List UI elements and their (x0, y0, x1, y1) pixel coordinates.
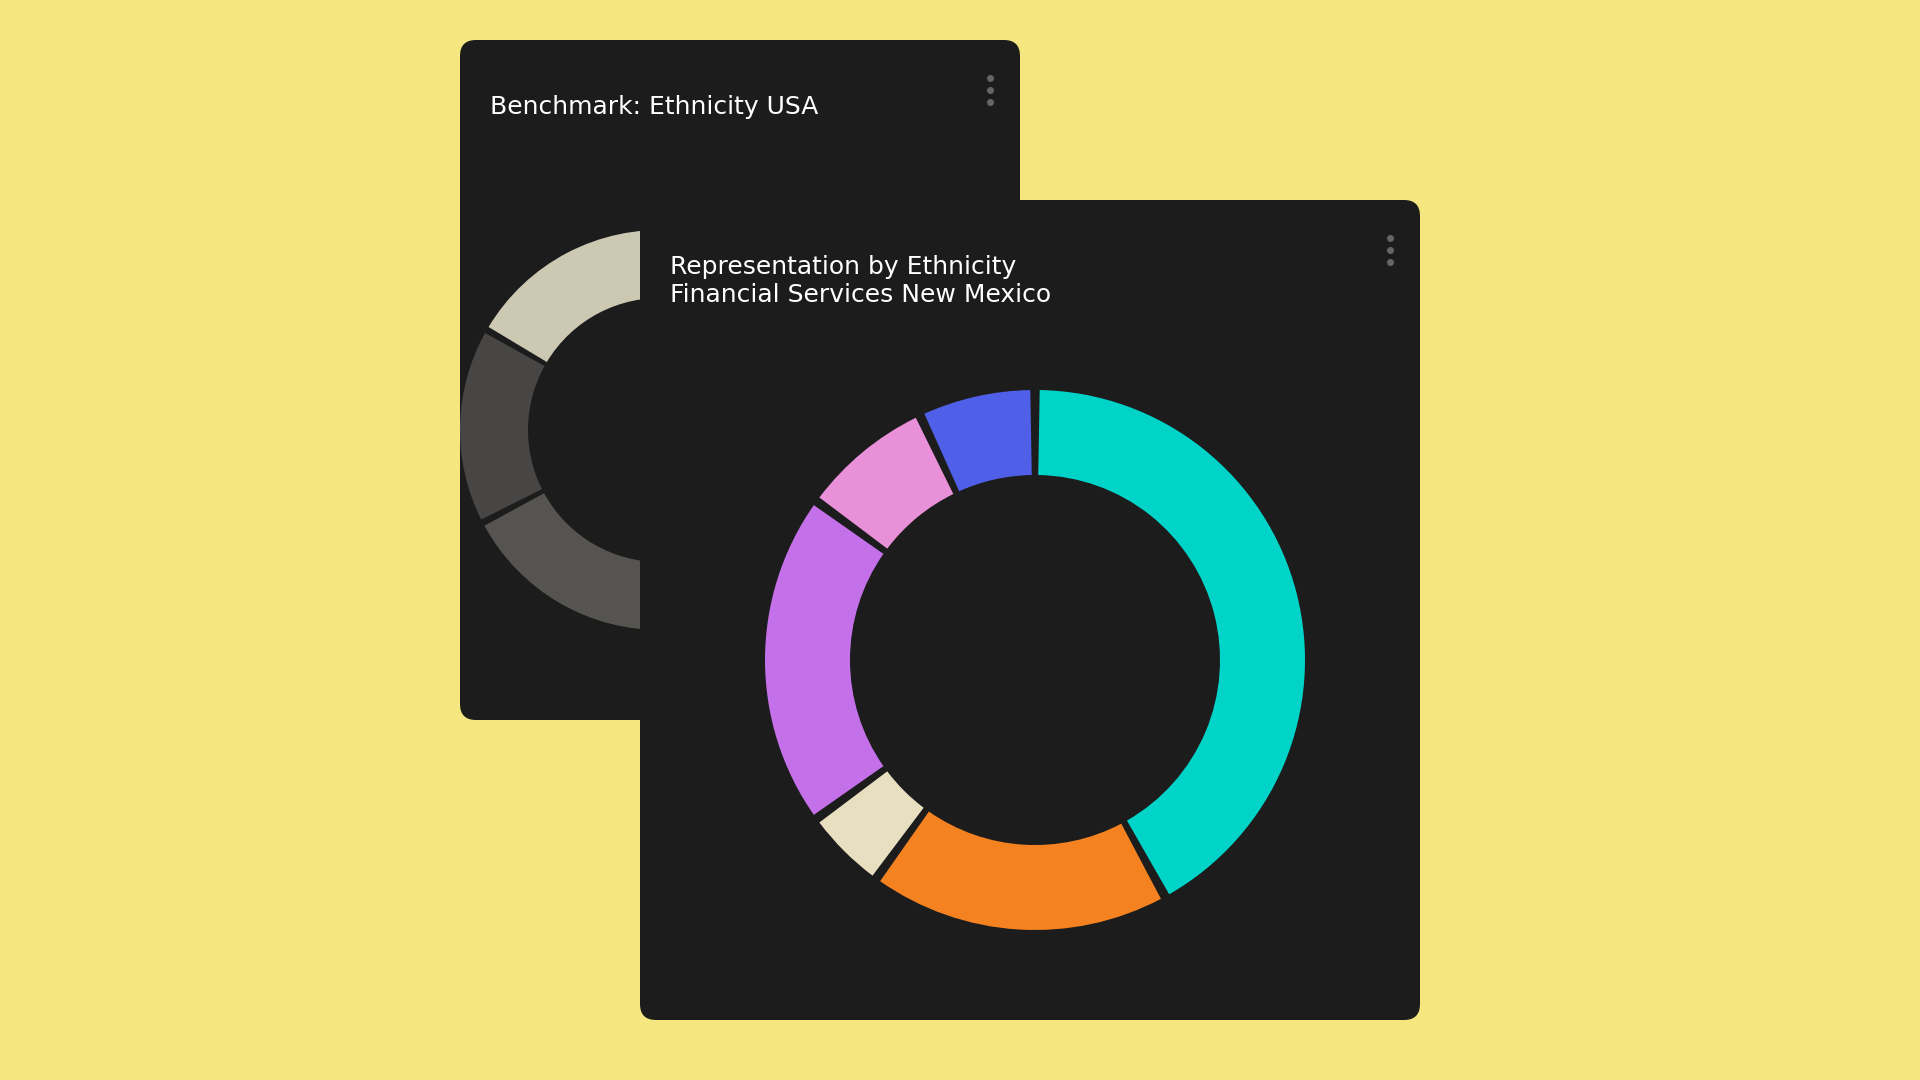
Wedge shape (820, 771, 924, 876)
Wedge shape (1039, 390, 1306, 894)
Wedge shape (764, 505, 883, 815)
Wedge shape (461, 333, 545, 519)
Text: Benchmark: Ethnicity USA: Benchmark: Ethnicity USA (490, 95, 818, 119)
Wedge shape (668, 529, 791, 630)
Wedge shape (751, 435, 860, 577)
Wedge shape (820, 418, 954, 549)
FancyBboxPatch shape (461, 40, 1020, 720)
Wedge shape (735, 266, 860, 431)
Wedge shape (484, 494, 664, 630)
Wedge shape (488, 230, 674, 362)
Text: Representation by Ethnicity
Financial Services New Mexico: Representation by Ethnicity Financial Se… (670, 255, 1050, 307)
Wedge shape (879, 811, 1162, 930)
Wedge shape (674, 231, 768, 319)
Wedge shape (924, 390, 1031, 491)
FancyBboxPatch shape (639, 200, 1421, 1020)
